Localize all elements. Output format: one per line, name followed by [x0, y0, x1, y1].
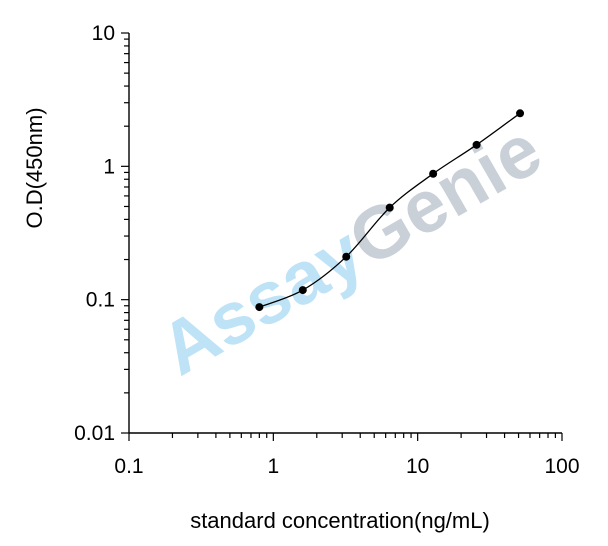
axes [128, 33, 562, 434]
svg-text:AssayGenie: AssayGenie [146, 107, 554, 391]
x-tick-label: 0.1 [114, 455, 143, 478]
x-tick-label: 10 [406, 455, 429, 478]
x-axis-label: standard concentration(ng/mL) [190, 508, 490, 533]
data-point [516, 109, 525, 118]
tick-labels: 0.1 1 10 100 0.01 0.1 1 10 [74, 22, 579, 478]
ticks [121, 32, 563, 441]
y-tick-label: 1 [103, 155, 115, 178]
data-point [255, 303, 264, 312]
y-axis-label: O.D(450nm) [22, 107, 47, 228]
data-point [429, 169, 438, 178]
data-point [342, 252, 351, 261]
x-tick-label: 1 [267, 455, 279, 478]
watermark-part1: Assay [146, 210, 376, 391]
series-layer [255, 109, 525, 312]
data-point [385, 203, 394, 212]
data-point [472, 140, 481, 149]
watermark: AssayGenie [146, 107, 554, 391]
data-point [298, 286, 307, 295]
y-tick-label: 0.1 [86, 289, 115, 312]
x-tick-label: 100 [544, 455, 579, 478]
y-tick-label: 10 [92, 22, 115, 45]
y-tick-label: 0.01 [74, 422, 115, 445]
watermark-part2: Genie [335, 107, 555, 282]
